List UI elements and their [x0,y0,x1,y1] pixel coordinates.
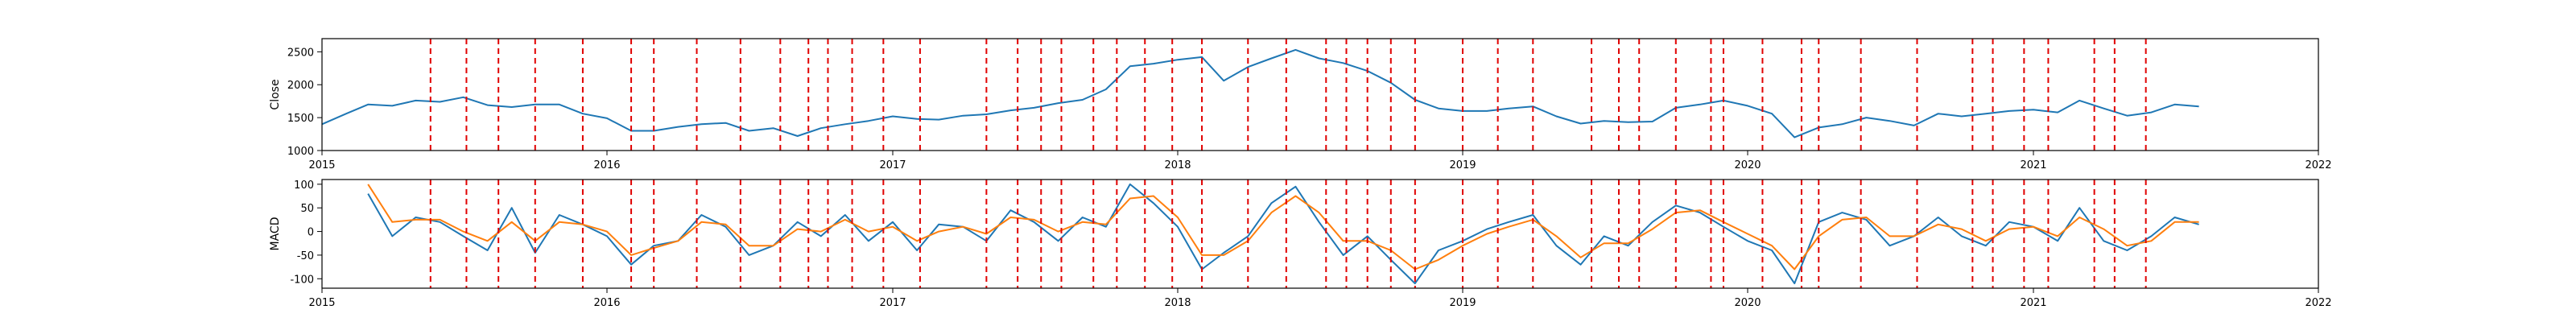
x-tick-label: 2022 [2305,297,2331,309]
x-tick-label: 2018 [1164,297,1191,309]
plot-frame [321,38,2319,151]
x-tick-label: 2016 [593,159,620,171]
x-tick-label: 2020 [1734,159,1761,171]
x-tick-label: 2015 [308,297,335,309]
y-tick-label: 0 [308,227,314,239]
y-tick-label: 100 [294,180,314,192]
x-tick-label: 2019 [1449,159,1476,171]
y-tick-label: 1000 [287,146,314,158]
x-tick-label: 2018 [1164,159,1191,171]
x-tick-label: 2017 [879,159,906,171]
x-tick-label: 2019 [1449,297,1476,309]
series-line-1 [367,183,2199,285]
chart-panel-2: -100 -50 0 50 100 2015 2016 2017 2018 2019 2020 202… [269,179,2332,309]
y-tick-label: 1500 [287,113,314,125]
x-tick-label: 2022 [2305,159,2331,171]
series-line-1 [321,48,2199,138]
y-tick-label: -50 [297,250,314,262]
x-tick-label: 2015 [308,159,335,171]
y-tick-label: 2000 [287,80,314,92]
x-tick-label: 2021 [2020,159,2046,171]
y-tick-label: -100 [290,274,314,286]
plot-frame [321,179,2319,289]
y-tick-label: 50 [300,203,314,215]
x-tick-label: 2016 [593,297,620,309]
y-axis-label: Close [269,79,282,109]
y-tick-label: 2500 [287,47,314,59]
y-axis-label: MACD [269,217,282,251]
chart-panel-1: 1000 1500 2000 2500 2015 2016 2017 2018 2019 2020… [269,38,2332,171]
x-tick-label: 2017 [879,297,906,309]
x-tick-label: 2021 [2020,297,2046,309]
x-tick-label: 2020 [1734,297,1761,309]
series-line-2 [367,184,2199,270]
